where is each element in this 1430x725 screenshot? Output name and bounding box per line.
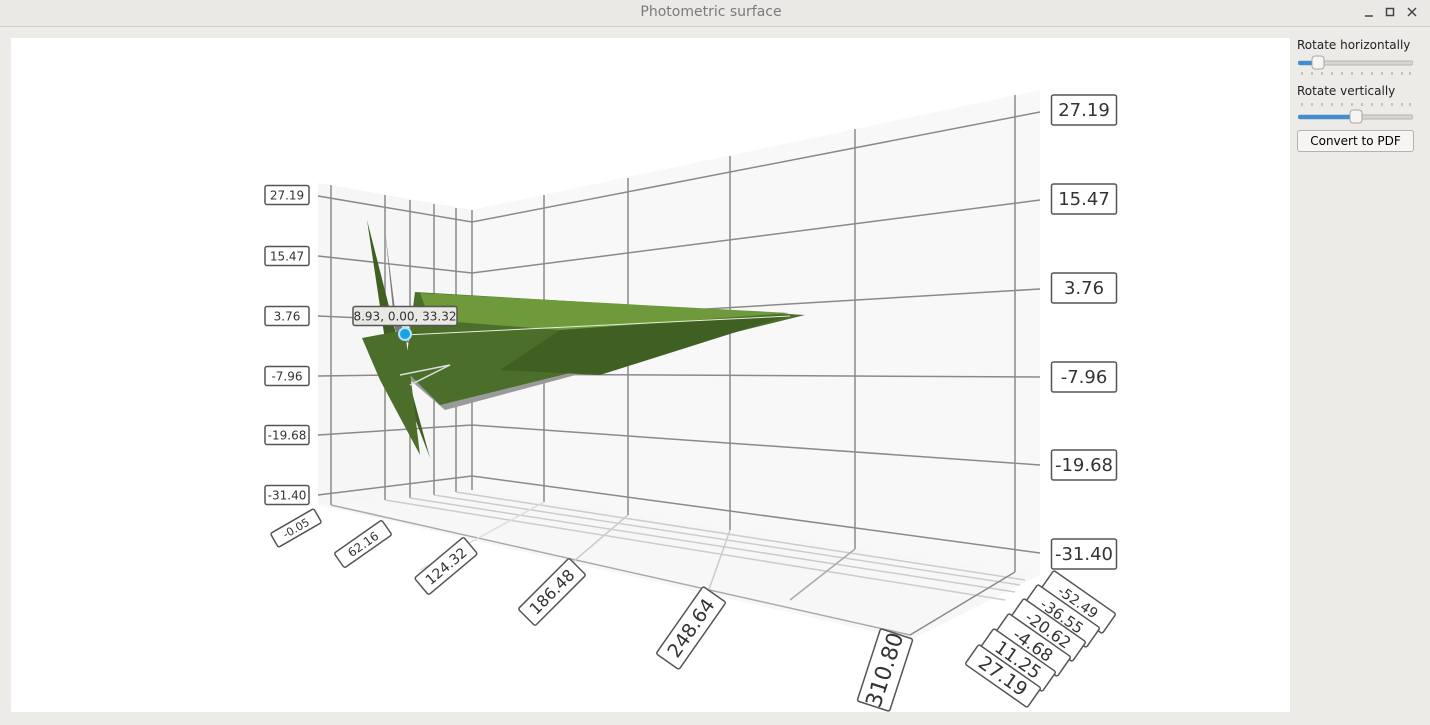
vertical-axis-label-right-text: -31.40 bbox=[1055, 544, 1113, 565]
vertical-axis-label-left-box bbox=[264, 245, 310, 267]
vertical-axis-label-right: 15.47 bbox=[1050, 183, 1118, 215]
rotate-vertical-slider[interactable] bbox=[1298, 102, 1413, 124]
point-tooltip-text: 8.93, 0.00, 33.32 bbox=[353, 310, 456, 324]
rotate-vertical-label: Rotate vertically bbox=[1297, 84, 1396, 98]
surface bbox=[362, 220, 805, 458]
maximize-button[interactable] bbox=[1385, 7, 1395, 17]
vertical-axis-label-left-text: -19.68 bbox=[268, 429, 307, 443]
control-panel: Rotate horizontally Rotate vertically Co… bbox=[1292, 30, 1426, 720]
vertical-axis-label-left-box bbox=[264, 424, 310, 446]
x-axis-label-box bbox=[414, 537, 478, 595]
vertical-axis-label-right: 27.19 bbox=[1050, 94, 1118, 126]
point-tooltip: 8.93, 0.00, 33.32 bbox=[352, 305, 458, 327]
vertical-axis-label-left-box bbox=[264, 305, 310, 327]
back-wall bbox=[472, 90, 1040, 575]
surface-plot: 27.19 27.19 15.47 15.47 3.76 3.76 -7.96 -7.96 -1… bbox=[11, 38, 1290, 712]
vertical-axis-label-right-text: -7.96 bbox=[1061, 367, 1108, 388]
vertical-axis-label-left-box bbox=[264, 184, 310, 206]
vertical-axis-label-right: -7.96 bbox=[1050, 361, 1118, 393]
convert-to-pdf-button[interactable]: Convert to PDF bbox=[1297, 130, 1414, 152]
vertical-axis-label-left: -7.96 bbox=[264, 365, 310, 387]
vertical-axis-label-left: 3.76 bbox=[264, 305, 310, 327]
vertical-axis-label-left-text: 3.76 bbox=[274, 310, 301, 324]
vertical-axis-label-right-text: -19.68 bbox=[1055, 455, 1113, 476]
vertical-axis-label-right-text: 27.19 bbox=[1058, 100, 1110, 121]
vertical-axis-label-left-box bbox=[264, 484, 310, 506]
vertical-axis-label-left-text: -31.40 bbox=[268, 489, 307, 503]
vertical-axis-label-right-text: 15.47 bbox=[1058, 189, 1110, 210]
window-title: Photometric surface bbox=[640, 4, 782, 20]
vertical-axis-label-right: -31.40 bbox=[1050, 538, 1118, 570]
x-axis-label-box bbox=[856, 628, 914, 712]
vertical-axis-label-right-box bbox=[1050, 94, 1118, 126]
vertical-axis-label-right-box bbox=[1050, 272, 1118, 304]
vertical-axis-label-right-text: 3.76 bbox=[1064, 278, 1104, 299]
close-button[interactable] bbox=[1407, 7, 1417, 17]
rotate-horizontal-slider[interactable] bbox=[1298, 54, 1413, 76]
vertical-axis-label-left-text: 15.47 bbox=[270, 250, 304, 264]
vertical-axis-label-left-text: -7.96 bbox=[271, 370, 302, 384]
vertical-axis-label-left: 15.47 bbox=[264, 245, 310, 267]
x-axis-label-box bbox=[270, 508, 322, 548]
vertical-axis-label-left: -31.40 bbox=[264, 484, 310, 506]
vertical-axis-label-right-box bbox=[1050, 538, 1118, 570]
vertical-axis-label-left-box bbox=[264, 365, 310, 387]
x-axis-label-box bbox=[334, 520, 392, 568]
title-bar: Photometric surface bbox=[0, 0, 1430, 27]
x-axis-label-box bbox=[518, 558, 586, 626]
vertical-axis-label-right-box bbox=[1050, 183, 1118, 215]
window-buttons bbox=[1365, 7, 1417, 17]
point-tooltip-box bbox=[352, 305, 458, 327]
vertical-axis-label-left-text: 27.19 bbox=[270, 189, 304, 203]
vertical-axis-label-left: 27.19 bbox=[264, 184, 310, 206]
vertical-axis-label-right-box bbox=[1050, 361, 1118, 393]
rotate-horizontal-label: Rotate horizontally bbox=[1297, 38, 1411, 52]
vertical-axis-label-left: -19.68 bbox=[264, 424, 310, 446]
depth-axis-label-box bbox=[965, 644, 1041, 708]
vertical-axis-label-right: 3.76 bbox=[1050, 272, 1118, 304]
vertical-axis-label-right-box bbox=[1050, 449, 1118, 481]
vertical-axis-label-right: -19.68 bbox=[1050, 449, 1118, 481]
x-axis-label-box bbox=[656, 586, 726, 670]
selected-point[interactable] bbox=[398, 327, 412, 341]
